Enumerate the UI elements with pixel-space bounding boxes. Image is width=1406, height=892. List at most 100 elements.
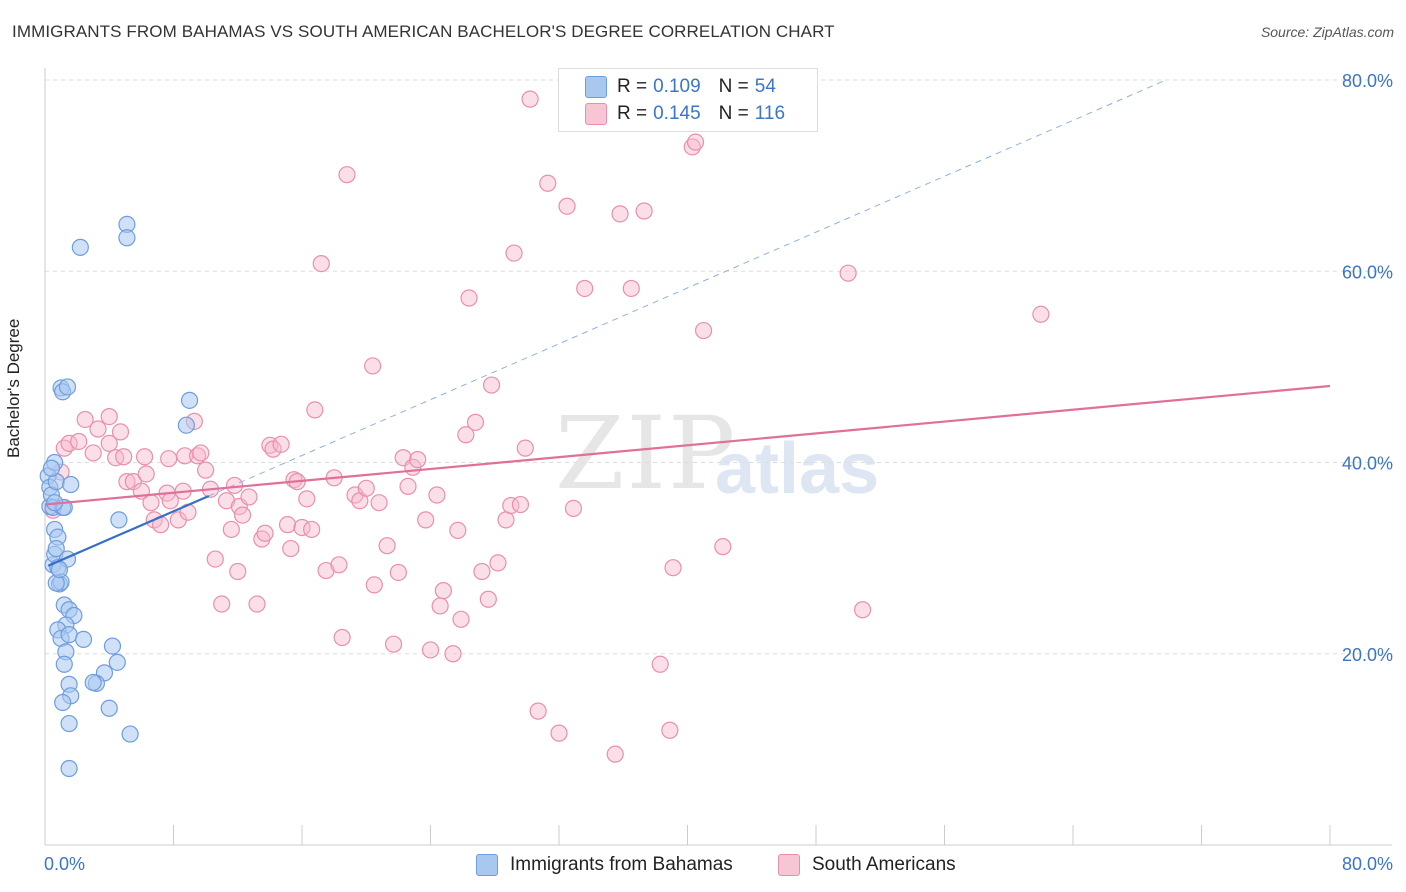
data-point-south-americans <box>539 174 557 192</box>
data-point-south-americans <box>606 745 624 763</box>
data-point-south-americans <box>137 465 155 483</box>
data-point-south-americans <box>576 279 594 298</box>
data-point-bahamas <box>110 511 128 529</box>
data-point-south-americans <box>460 289 478 307</box>
data-point-south-americans <box>683 138 701 156</box>
data-point-south-americans <box>338 166 356 184</box>
data-point-south-americans <box>622 279 640 298</box>
data-point-south-americans <box>364 357 382 375</box>
data-point-south-americans <box>142 494 160 512</box>
bottom-legend-label: Immigrants from Bahamas <box>510 854 733 875</box>
source-label: Source: ZipAtlas.com <box>1260 24 1394 40</box>
trend-lines <box>44 79 1331 567</box>
data-point-south-americans <box>333 628 351 647</box>
data-point-south-americans <box>661 721 679 739</box>
x-tick-label: 0.0% <box>44 854 85 874</box>
data-point-south-americans <box>558 197 576 215</box>
trend-line-south-americans <box>44 384 1331 506</box>
data-point-south-americans <box>384 635 403 653</box>
data-point-south-americans <box>229 562 247 581</box>
axes <box>44 68 1392 846</box>
trend-line-bahamas <box>47 494 210 567</box>
data-point-south-americans <box>473 562 491 581</box>
data-point-south-americans <box>457 426 475 444</box>
data-point-bahamas <box>60 759 78 778</box>
data-point-south-americans <box>489 554 507 572</box>
data-point-bahamas <box>103 637 122 655</box>
chart-title: IMMIGRANTS FROM BAHAMAS VS SOUTH AMERICA… <box>12 22 835 41</box>
data-point-south-americans <box>160 450 178 468</box>
data-point-bahamas <box>108 653 126 671</box>
data-point-bahamas <box>47 539 65 558</box>
data-point-bahamas <box>60 626 78 644</box>
data-point-bahamas <box>74 630 93 649</box>
data-point-south-americans <box>312 255 330 273</box>
tick-labels: 20.0% 40.0% 60.0% 80.0% 0.0% 80.0% <box>44 71 1393 874</box>
data-point-south-americans <box>714 538 732 556</box>
data-point-south-americans <box>70 432 88 451</box>
data-point-south-americans <box>521 90 539 108</box>
data-point-south-americans <box>449 521 467 539</box>
data-point-south-americans <box>222 520 240 539</box>
data-point-south-americans <box>466 413 485 431</box>
data-point-south-americans <box>135 448 154 466</box>
legend-r-value: 0.109 <box>653 76 701 97</box>
data-point-bahamas <box>118 229 136 247</box>
bottom-legend-bahamas: Immigrants from Bahamas <box>476 852 733 878</box>
data-point-south-americans <box>664 559 682 577</box>
y-axis-label: Bachelor's Degree <box>4 318 23 458</box>
legend-swatch-pink <box>585 103 607 125</box>
data-point-south-americans <box>853 601 872 619</box>
data-point-south-americans <box>111 423 130 441</box>
data-point-south-americans <box>303 520 321 539</box>
data-point-bahamas <box>84 673 102 692</box>
data-point-south-americans <box>1032 305 1050 323</box>
legend-swatch-blue <box>585 76 607 98</box>
data-point-bahamas <box>177 416 195 434</box>
data-point-bahamas <box>121 725 139 743</box>
legend-row-south-americans: R = 0.145 N = 116 <box>585 101 785 127</box>
bottom-legend-south-americans: South Americans <box>778 852 956 878</box>
data-point-south-americans <box>635 202 653 220</box>
data-point-south-americans <box>497 511 515 529</box>
grid-lines <box>45 79 1392 655</box>
data-point-south-americans <box>330 556 348 574</box>
data-point-south-americans <box>233 506 252 524</box>
data-point-south-americans <box>409 451 427 469</box>
legend-n-value: 54 <box>754 76 776 97</box>
y-tick-label: 20.0% <box>1342 645 1393 665</box>
data-point-south-americans <box>76 410 94 429</box>
data-point-south-americans <box>84 444 102 462</box>
correlation-legend: R = 0.109 N = 54 R = 0.145 N = 116 <box>558 68 818 132</box>
data-point-south-americans <box>529 702 547 720</box>
legend-row-bahamas: R = 0.109 N = 54 <box>585 74 776 100</box>
data-point-south-americans <box>482 376 501 394</box>
data-point-south-americans <box>298 490 316 508</box>
data-point-south-americans <box>611 205 629 223</box>
data-point-south-americans <box>694 321 713 340</box>
data-point-south-americans <box>686 133 705 151</box>
bottom-legend-swatch-blue <box>476 854 498 876</box>
legend-n-label: N = <box>718 103 749 124</box>
data-point-south-americans <box>651 655 669 673</box>
watermark-zip: ZIP <box>555 395 738 512</box>
legend-r-label: R = <box>617 76 648 97</box>
data-point-south-americans <box>256 524 274 542</box>
data-point-south-americans <box>365 576 383 594</box>
data-point-bahamas <box>42 459 61 477</box>
data-point-south-americans <box>357 479 375 497</box>
data-point-south-americans <box>225 476 244 495</box>
data-point-bahamas <box>62 475 80 494</box>
legend-r-value: 0.145 <box>653 103 701 124</box>
watermark-atlas: atlas <box>715 429 880 509</box>
data-point-bahamas <box>54 693 72 712</box>
data-point-south-americans <box>444 645 462 663</box>
data-point-south-americans <box>206 550 224 568</box>
data-point-south-americans <box>100 408 118 426</box>
data-point-south-americans <box>389 563 407 582</box>
trend-line-bahamas-extension <box>208 79 1167 497</box>
data-point-south-americans <box>282 539 300 558</box>
data-point-south-americans <box>550 724 568 742</box>
x-tick-label: 80.0% <box>1342 854 1393 874</box>
